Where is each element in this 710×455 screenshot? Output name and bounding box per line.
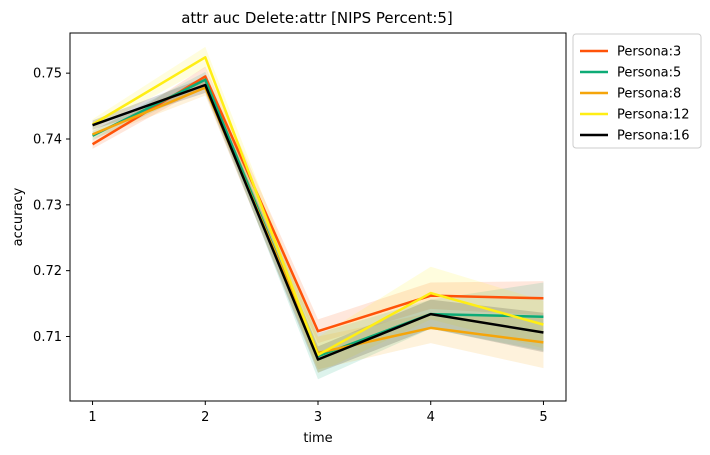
- band-persona-12: [92, 46, 544, 373]
- y-tick-label: 0.71: [33, 330, 62, 345]
- series-lines: [91, 56, 544, 361]
- legend-label-persona-5: Persona:5: [617, 66, 681, 81]
- chart-title: attr auc Delete:attr [NIPS Percent:5]: [181, 9, 453, 27]
- x-axis-ticks: 1 2 3 4 5: [88, 401, 548, 425]
- legend-label-persona-16: Persona:16: [617, 129, 690, 144]
- y-tick-label: 0.75: [33, 67, 62, 82]
- x-tick-label: 4: [427, 410, 435, 425]
- line-persona-5: [91, 78, 544, 358]
- legend-frame: [572, 33, 702, 149]
- y-tick-label: 0.72: [33, 264, 62, 279]
- y-tick-label: 0.73: [33, 198, 62, 213]
- y-axis-label: accuracy: [11, 187, 26, 246]
- legend: Persona:3 Persona:5 Persona:8 Persona:12 Per…: [572, 33, 702, 149]
- x-tick-label: 3: [314, 410, 322, 425]
- y-axis-ticks: 0.71 0.72 0.73 0.74 0.75: [33, 67, 70, 345]
- x-axis-label: time: [303, 431, 332, 446]
- band-persona-5: [92, 71, 544, 380]
- x-tick-label: 1: [88, 410, 96, 425]
- y-tick-label: 0.74: [33, 132, 62, 147]
- x-tick-label: 5: [539, 410, 547, 425]
- legend-label-persona-8: Persona:8: [617, 87, 681, 102]
- band-persona-8: [92, 79, 544, 370]
- confidence-bands: [92, 46, 544, 380]
- legend-label-persona-12: Persona:12: [617, 108, 690, 123]
- band-persona-16: [92, 77, 544, 373]
- legend-label-persona-3: Persona:3: [617, 45, 681, 60]
- x-tick-label: 2: [201, 410, 209, 425]
